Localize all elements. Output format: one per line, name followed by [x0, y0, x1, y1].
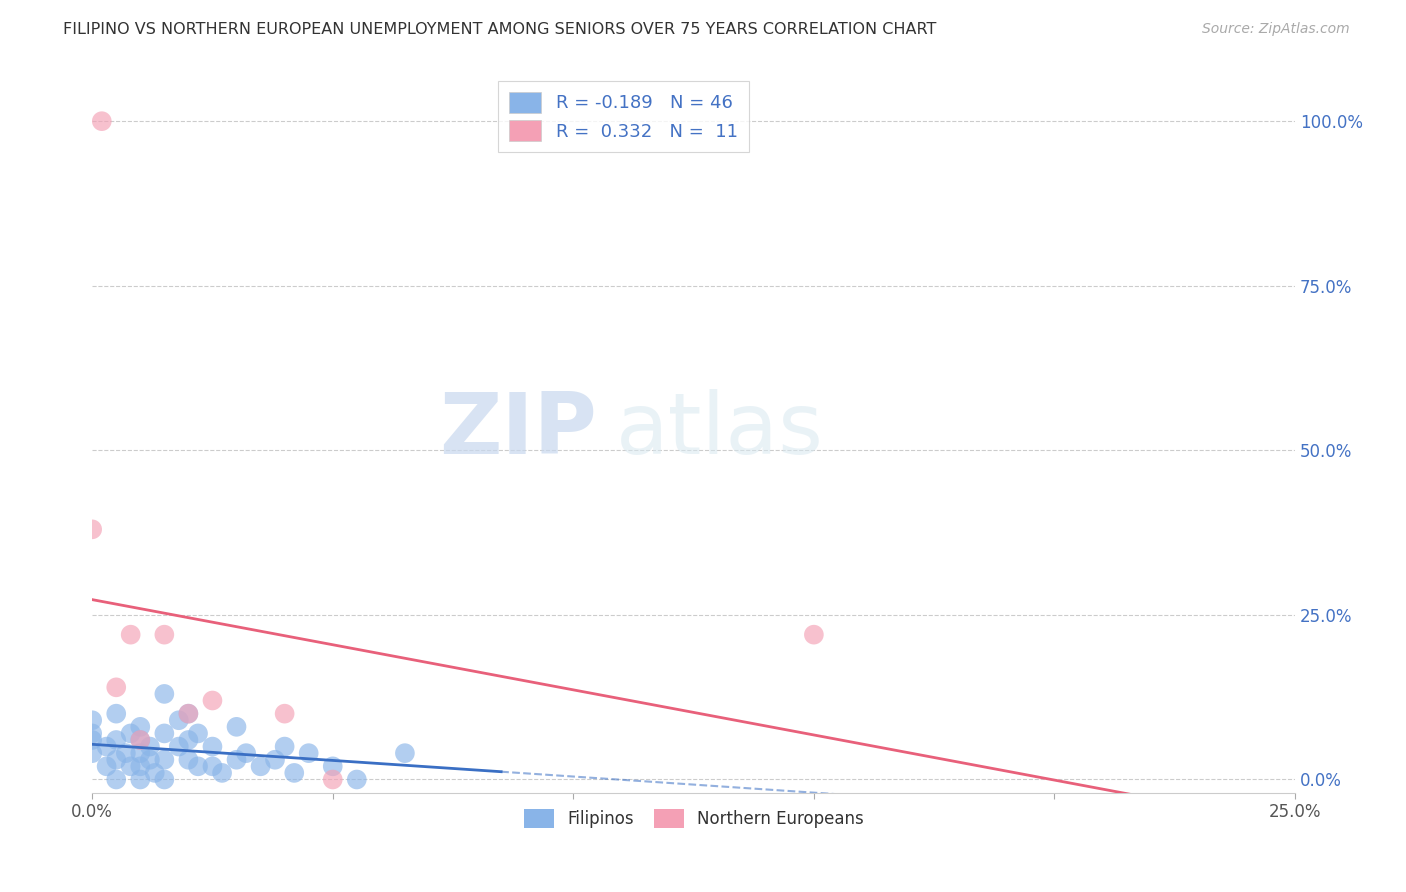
Point	[153, 753, 176, 767]
Point	[129, 772, 152, 787]
Point	[120, 628, 142, 642]
Point	[129, 746, 152, 760]
Point	[120, 726, 142, 740]
Point	[82, 713, 104, 727]
Legend: Filipinos, Northern Europeans: Filipinos, Northern Europeans	[517, 803, 870, 835]
Point	[201, 693, 224, 707]
Point	[82, 522, 104, 536]
Point	[82, 733, 104, 747]
Point	[273, 706, 295, 721]
Point	[153, 687, 176, 701]
Point	[211, 765, 233, 780]
Point	[82, 746, 104, 760]
Point	[96, 759, 118, 773]
Point	[105, 706, 128, 721]
Point	[322, 772, 344, 787]
Point	[153, 772, 176, 787]
Point	[177, 733, 200, 747]
Point	[298, 746, 321, 760]
Point	[129, 733, 152, 747]
Text: ZIP: ZIP	[440, 389, 598, 472]
Point	[283, 765, 305, 780]
Point	[201, 759, 224, 773]
Point	[105, 753, 128, 767]
Point	[346, 772, 368, 787]
Point	[273, 739, 295, 754]
Point	[177, 706, 200, 721]
Point	[129, 733, 152, 747]
Point	[249, 759, 271, 773]
Point	[120, 759, 142, 773]
Point	[115, 746, 138, 760]
Point	[177, 753, 200, 767]
Point	[82, 726, 104, 740]
Point	[105, 733, 128, 747]
Point	[153, 726, 176, 740]
Point	[167, 739, 190, 754]
Point	[143, 765, 166, 780]
Point	[225, 720, 247, 734]
Point	[201, 739, 224, 754]
Point	[394, 746, 416, 760]
Text: Source: ZipAtlas.com: Source: ZipAtlas.com	[1202, 22, 1350, 37]
Point	[139, 753, 162, 767]
Point	[187, 726, 209, 740]
Point	[96, 739, 118, 754]
Point	[105, 772, 128, 787]
Point	[264, 753, 287, 767]
Point	[177, 706, 200, 721]
Point	[153, 628, 176, 642]
Text: FILIPINO VS NORTHERN EUROPEAN UNEMPLOYMENT AMONG SENIORS OVER 75 YEARS CORRELATI: FILIPINO VS NORTHERN EUROPEAN UNEMPLOYME…	[63, 22, 936, 37]
Point	[129, 720, 152, 734]
Point	[235, 746, 257, 760]
Point	[139, 739, 162, 754]
Point	[129, 759, 152, 773]
Point	[322, 759, 344, 773]
Point	[90, 114, 112, 128]
Point	[167, 713, 190, 727]
Point	[803, 628, 825, 642]
Point	[105, 681, 128, 695]
Point	[225, 753, 247, 767]
Point	[187, 759, 209, 773]
Text: atlas: atlas	[616, 389, 824, 472]
